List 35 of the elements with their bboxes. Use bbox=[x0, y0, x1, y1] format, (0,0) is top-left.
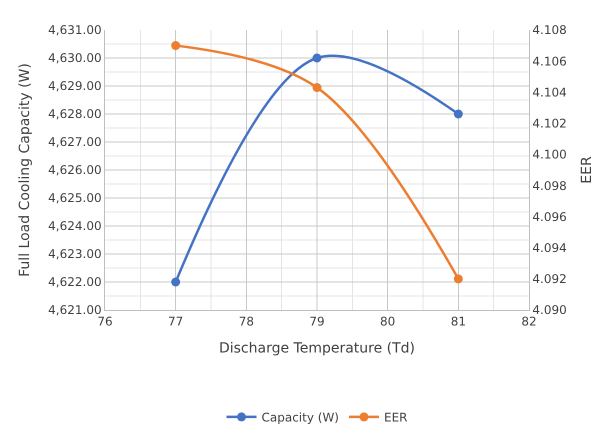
y2-axis-title: EER bbox=[579, 156, 596, 184]
x-tick-label: 77 bbox=[168, 314, 184, 328]
point bbox=[312, 54, 322, 62]
y2-tick-label: 4.094 bbox=[532, 240, 567, 255]
point bbox=[454, 274, 463, 284]
point bbox=[454, 110, 463, 118]
x-axis-title: Discharge Temperature (Td) bbox=[218, 340, 416, 357]
y-tick-label: 4,631.00 bbox=[48, 23, 102, 38]
x-tick-label: 78 bbox=[238, 314, 254, 328]
y-tick-label: 4,627.00 bbox=[48, 135, 102, 150]
y2-tick-label: 4.092 bbox=[532, 272, 567, 286]
y2-tick-label: 4.098 bbox=[532, 178, 567, 193]
x-tick-label: 79 bbox=[309, 314, 325, 328]
y-tick-label: 4,625.00 bbox=[48, 191, 102, 206]
point bbox=[171, 278, 180, 286]
y2-tick-label: 4.106 bbox=[532, 54, 567, 68]
y-tick-label: 4,626.00 bbox=[48, 163, 102, 178]
point bbox=[312, 83, 322, 92]
y2-tick-label: 4.108 bbox=[532, 23, 567, 38]
y-tick-label: 4,629.00 bbox=[48, 79, 102, 94]
y-axis-title: Full Load Cooling Capacity (W) bbox=[16, 63, 33, 277]
y-tick-label: 4,622.00 bbox=[48, 275, 102, 290]
y2-tick-label: 4.104 bbox=[532, 85, 567, 100]
y2-tick-label: 4.096 bbox=[532, 210, 567, 224]
point bbox=[171, 41, 180, 50]
x-tick-label: 81 bbox=[450, 314, 466, 328]
y-tick-label: 4,630.00 bbox=[48, 51, 102, 66]
y-tick-label: 4,623.00 bbox=[48, 247, 102, 262]
legend-label: Capacity (W) bbox=[262, 410, 339, 425]
x-tick-label: 80 bbox=[380, 314, 396, 328]
legend-label: EER bbox=[384, 410, 408, 425]
y-tick-label: 4,628.00 bbox=[48, 107, 102, 122]
y2-tick-label: 4.102 bbox=[532, 116, 567, 131]
y-tick-label: 4,624.00 bbox=[48, 219, 102, 234]
y2-tick-label: 4.100 bbox=[532, 148, 567, 162]
